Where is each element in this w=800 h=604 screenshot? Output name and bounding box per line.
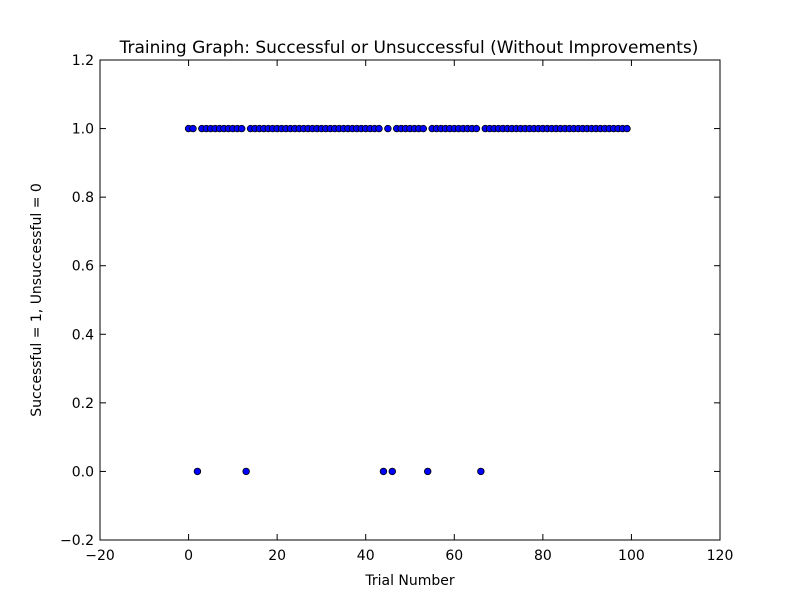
x-axis-label: Trial Number [364,573,455,589]
x-tick-label: −20 [85,548,115,564]
y-tick-label: 0.4 [72,327,94,343]
x-tick-label: 20 [268,548,286,564]
data-point [388,467,396,476]
data-point [189,124,197,133]
data-point [419,124,427,133]
y-axis-label: Successful = 1, Unsuccessful = 0 [29,183,45,417]
x-tick-label: 60 [445,548,463,564]
data-point [384,124,392,133]
x-tick-label: 40 [357,548,375,564]
x-tick-label: 0 [184,548,193,564]
y-tick-label: 0.0 [72,464,94,480]
data-point [477,467,485,476]
data-points [184,124,631,476]
y-tick-label: 0.6 [72,259,94,275]
plot-area [99,59,721,541]
data-point [242,467,250,476]
data-point [623,124,631,133]
x-axis: −20 0 20 40 60 80 100 120 [85,60,733,564]
data-point [193,467,202,476]
x-tick-label: 100 [618,548,645,564]
y-tick-label: 0.8 [72,190,94,206]
data-point [424,467,432,476]
data-point [379,467,388,476]
x-tick-label: 80 [534,548,552,564]
y-tick-label: 1.2 [72,53,94,69]
x-tick-label: 120 [707,548,734,564]
y-tick-label: −0.2 [60,533,94,549]
y-tick-label: 1.0 [72,122,94,138]
data-point [238,124,246,133]
chart-title: Training Graph: Successful or Unsuccessf… [119,38,699,58]
y-tick-label: 0.2 [72,396,94,412]
data-point [472,124,481,133]
data-point [375,124,383,133]
y-axis: −0.2 0.0 0.2 0.4 0.6 0.8 1.0 1.2 [60,53,720,549]
